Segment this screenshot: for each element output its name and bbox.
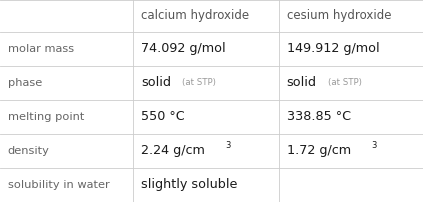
Text: density: density [8, 146, 49, 156]
Text: 149.912 g/mol: 149.912 g/mol [287, 42, 379, 55]
Text: solid: solid [287, 76, 317, 89]
Text: molar mass: molar mass [8, 44, 74, 54]
Text: slightly soluble: slightly soluble [141, 179, 237, 191]
Text: solid: solid [141, 76, 171, 89]
Text: 550 °C: 550 °C [141, 110, 184, 123]
Text: 2.24 g/cm: 2.24 g/cm [141, 144, 205, 158]
Text: 74.092 g/mol: 74.092 g/mol [141, 42, 225, 55]
Text: solubility in water: solubility in water [8, 180, 110, 190]
Text: melting point: melting point [8, 112, 84, 122]
Text: phase: phase [8, 78, 42, 88]
Text: 3: 3 [225, 141, 231, 150]
Text: calcium hydroxide: calcium hydroxide [141, 9, 249, 22]
Text: (at STP): (at STP) [182, 78, 216, 87]
Text: 338.85 °C: 338.85 °C [287, 110, 351, 123]
Text: cesium hydroxide: cesium hydroxide [287, 9, 391, 22]
Text: 3: 3 [372, 141, 377, 150]
Text: 1.72 g/cm: 1.72 g/cm [287, 144, 351, 158]
Text: (at STP): (at STP) [328, 78, 362, 87]
